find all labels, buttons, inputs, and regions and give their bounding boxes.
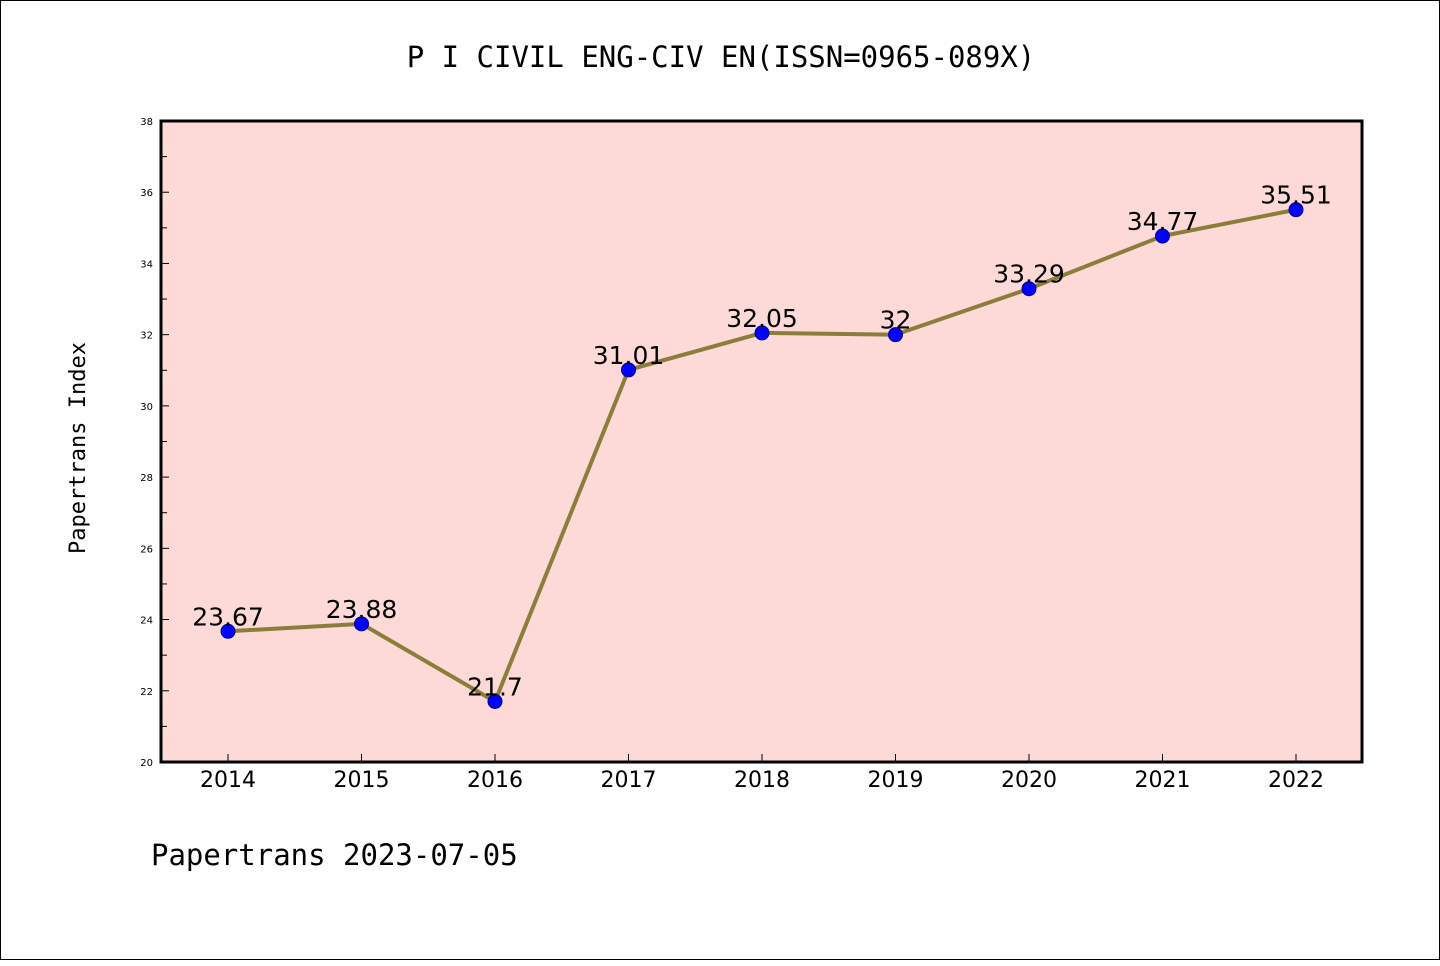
- data-label: 35.51: [1260, 181, 1332, 210]
- x-tick-label: 2014: [200, 768, 256, 793]
- y-tick-label: 32: [140, 331, 153, 342]
- x-tick-label: 2016: [467, 768, 523, 793]
- series-group: [220, 202, 1304, 709]
- x-tick-label: 2017: [601, 768, 657, 793]
- data-point: [220, 623, 236, 639]
- data-label: 23.67: [192, 602, 264, 631]
- y-axis: 20 22 24 26 28 30 32 34 36 38: [140, 117, 169, 769]
- data-label: 33.29: [993, 260, 1065, 289]
- data-point: [354, 616, 369, 632]
- y-axis-label: Papertrans Index: [66, 342, 91, 554]
- data-label: 31.01: [593, 341, 665, 370]
- x-axis: 2014 2015 2016 2017 2018 2019 2020 2021 2022: [200, 754, 1324, 793]
- data-point: [888, 327, 903, 343]
- y-tick-label: 30: [140, 402, 153, 413]
- data-label: 32: [880, 306, 912, 335]
- data-point: [1021, 281, 1037, 297]
- y-tick-label: 28: [140, 473, 153, 484]
- y-tick-label: 34: [140, 259, 153, 270]
- footer-credit: Papertrans 2023-07-05: [151, 838, 518, 872]
- x-tick-label: 2018: [734, 768, 790, 793]
- data-label: 32.05: [726, 304, 798, 333]
- y-tick-label: 24: [140, 616, 153, 627]
- y-tick-label: 26: [140, 544, 153, 555]
- x-tick-label: 2021: [1135, 768, 1191, 793]
- chart-title: P I CIVIL ENG-CIV EN(ISSN=0965-089X): [407, 40, 1036, 74]
- data-point: [487, 693, 503, 709]
- data-point: [1155, 228, 1170, 244]
- data-labels: 23.67 23.88 21.7 31.01 32.05 32 33.29 34.77 35.5…: [192, 181, 1332, 702]
- data-point: [621, 362, 636, 378]
- x-tick-label: 2019: [868, 768, 924, 793]
- x-tick-label: 2015: [334, 768, 390, 793]
- y-tick-label: 20: [140, 758, 153, 769]
- y-tick-label: 36: [140, 188, 153, 199]
- x-tick-label: 2020: [1001, 768, 1057, 793]
- data-label: 21.7: [467, 672, 523, 701]
- y-tick-label: 22: [140, 687, 153, 698]
- data-point: [1288, 202, 1304, 218]
- x-tick-label: 2022: [1268, 768, 1324, 793]
- data-label: 23.88: [326, 595, 398, 624]
- data-label: 34.77: [1127, 207, 1199, 236]
- y-tick-label: 38: [140, 117, 153, 128]
- data-point: [754, 325, 770, 341]
- plot-area: [159, 119, 1364, 764]
